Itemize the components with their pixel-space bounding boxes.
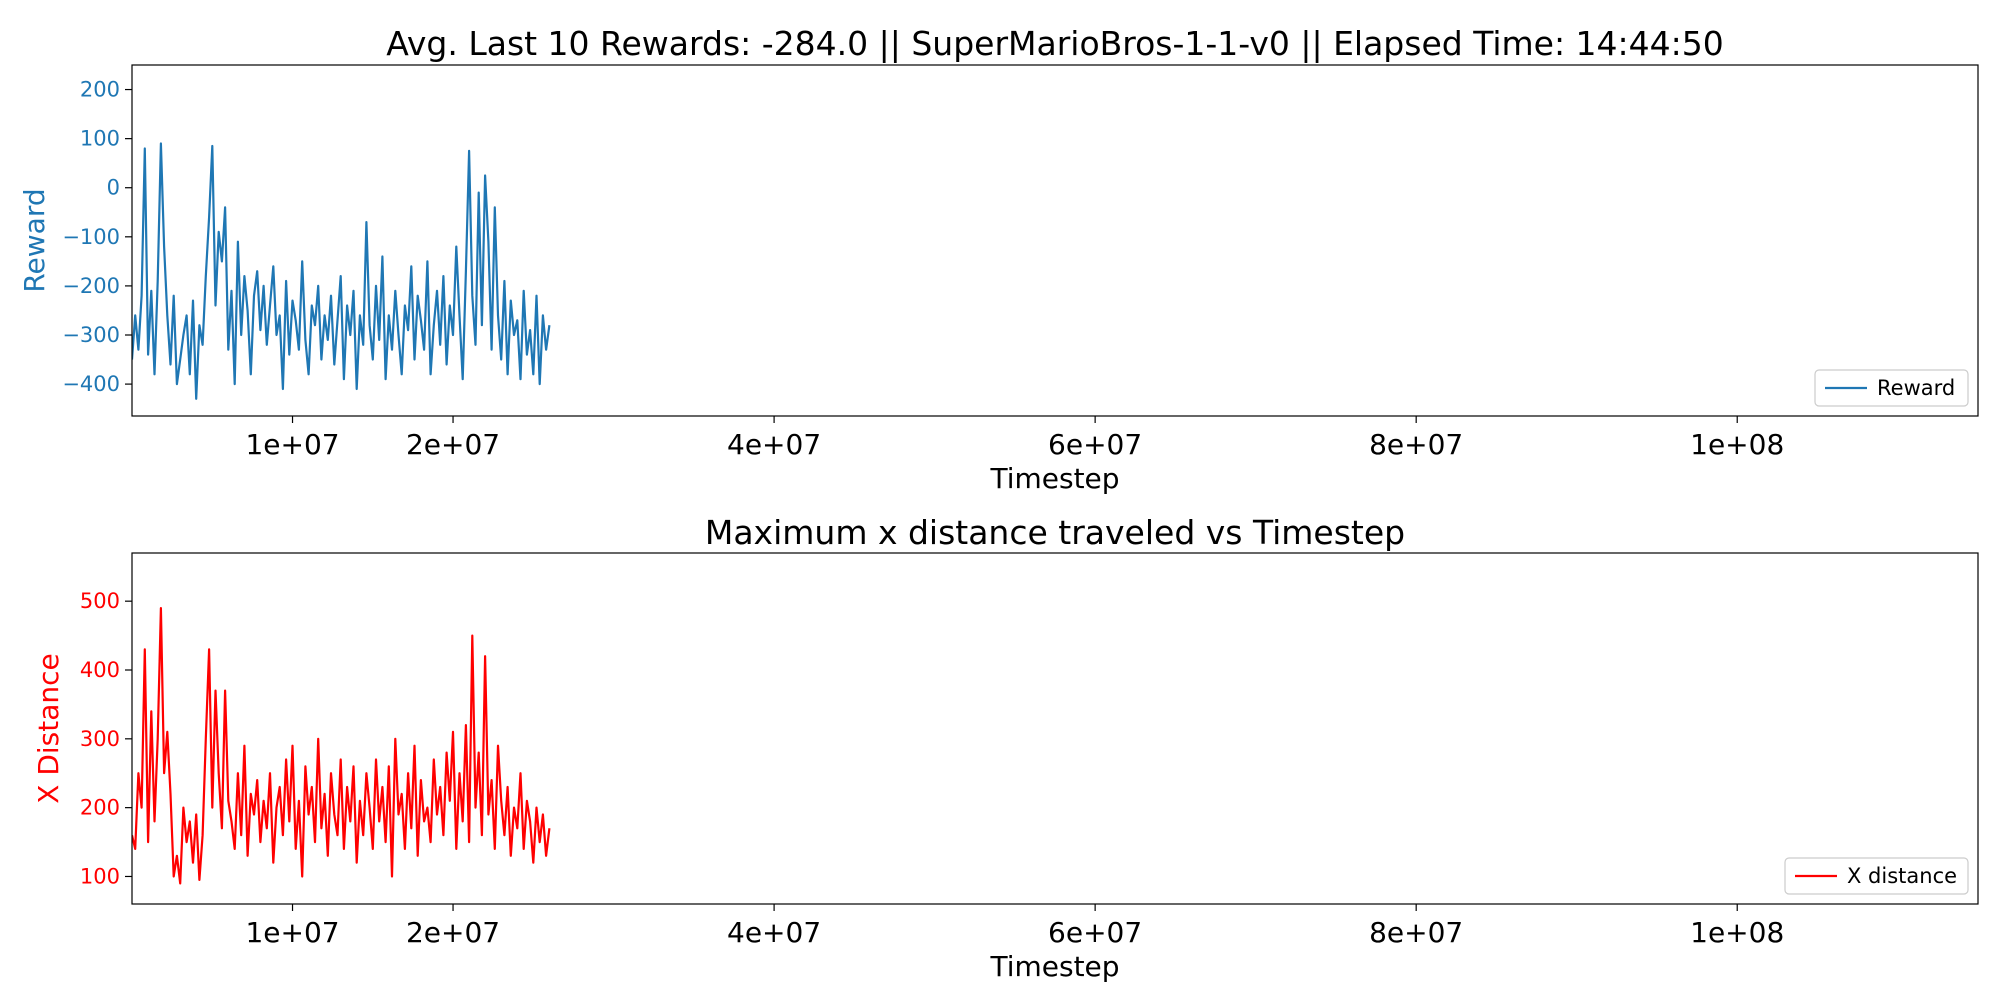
legend-label: Reward xyxy=(1877,376,1955,400)
legend-label: X distance xyxy=(1847,864,1957,888)
x-axis-label: Timestep xyxy=(989,950,1119,983)
y-tick-label: 0 xyxy=(107,176,120,200)
y-axis-label: X Distance xyxy=(32,653,65,804)
chart-title: Avg. Last 10 Rewards: -284.0 || SuperMar… xyxy=(386,24,1724,63)
x-tick-label: 4e+07 xyxy=(727,428,821,461)
y-tick-label: 200 xyxy=(80,78,120,102)
x-distance-chart: Maximum x distance traveled vs Timestep 1… xyxy=(32,513,1979,983)
legend: Reward xyxy=(1814,369,1969,407)
x-tick-label: 8e+07 xyxy=(1369,428,1463,461)
y-tick-label: 400 xyxy=(80,658,120,682)
x-tick-label: 2e+07 xyxy=(406,428,500,461)
legend: X distance xyxy=(1784,857,1969,895)
x-tick-label: 8e+07 xyxy=(1369,916,1463,949)
y-tick-label: −200 xyxy=(62,274,120,298)
plot-frame xyxy=(131,552,1979,905)
x-tick-label: 2e+07 xyxy=(406,916,500,949)
series-line-reward xyxy=(132,142,551,400)
y-tick-label: 500 xyxy=(80,589,120,613)
legend-box xyxy=(1814,369,1969,407)
x-tick-label: 1e+07 xyxy=(245,916,339,949)
x-tick-label: 6e+07 xyxy=(1048,916,1142,949)
x-tick-label: 1e+07 xyxy=(245,428,339,461)
legend-box xyxy=(1784,857,1969,895)
y-tick-label: 100 xyxy=(80,127,120,151)
series-line-x-distance xyxy=(132,606,551,885)
reward-chart: Avg. Last 10 Rewards: -284.0 || SuperMar… xyxy=(18,24,1979,495)
y-tick-label: 300 xyxy=(80,727,120,751)
x-tick-label: 4e+07 xyxy=(727,916,821,949)
y-tick-label: 100 xyxy=(80,864,120,888)
plot-frame xyxy=(131,64,1979,417)
y-tick-label: 200 xyxy=(80,796,120,820)
y-tick-label: −100 xyxy=(62,225,120,249)
x-tick-label: 6e+07 xyxy=(1048,428,1142,461)
x-tick-label: 1e+08 xyxy=(1690,428,1784,461)
y-axis-label: Reward xyxy=(18,188,51,292)
chart-title: Maximum x distance traveled vs Timestep xyxy=(705,513,1405,552)
y-tick-label: −400 xyxy=(62,372,120,396)
y-tick-label: −300 xyxy=(62,323,120,347)
x-axis-label: Timestep xyxy=(989,462,1119,495)
x-tick-label: 1e+08 xyxy=(1690,916,1784,949)
